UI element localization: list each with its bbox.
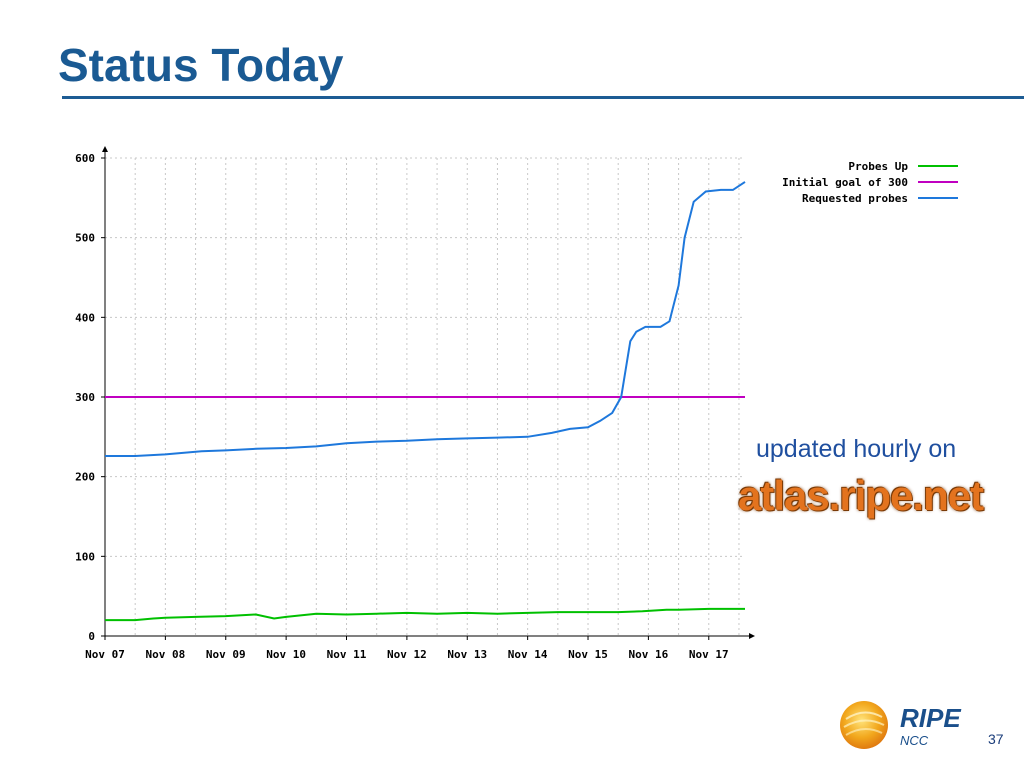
y-tick-label: 0 xyxy=(88,630,95,643)
chart-legend: Probes Up Initial goal of 300 Requested pr… xyxy=(782,160,958,205)
ripe-ncc-logo: RIPE NCC xyxy=(840,701,961,749)
sun-icon xyxy=(840,701,888,749)
x-tick-label: Nov 10 xyxy=(266,648,306,661)
legend-label: Initial goal of 300 xyxy=(782,176,908,189)
x-tick-label: Nov 12 xyxy=(387,648,427,661)
chart-axes: 0 100 200 300 400 500 600 Nov 07 Nov 08 Nov 09 Nov… xyxy=(75,146,755,661)
legend-label: Requested probes xyxy=(802,192,908,205)
x-axis-arrow xyxy=(749,633,755,639)
title-divider xyxy=(62,96,1024,99)
x-tick-label: Nov 17 xyxy=(689,648,729,661)
x-tick-label: Nov 11 xyxy=(327,648,367,661)
x-tick-label: Nov 15 xyxy=(568,648,608,661)
chart-series xyxy=(105,181,746,622)
x-tick-label: Nov 09 xyxy=(206,648,246,661)
y-tick-label: 100 xyxy=(75,550,95,563)
y-tick-label: 200 xyxy=(75,471,95,484)
atlas-link[interactable]: atlas.ripe.net xyxy=(738,472,984,519)
x-tick-label: Nov 13 xyxy=(447,648,487,661)
y-tick-label: 400 xyxy=(75,311,95,324)
logo-text: RIPE xyxy=(900,703,961,733)
page-number: 37 xyxy=(988,731,1004,747)
x-tick-label: Nov 14 xyxy=(508,648,548,661)
slide-title: Status Today xyxy=(58,39,344,91)
x-tick-label: Nov 16 xyxy=(629,648,669,661)
x-tick-label: Nov 08 xyxy=(146,648,186,661)
y-tick-label: 600 xyxy=(75,152,95,165)
updated-hourly-text: updated hourly on xyxy=(756,435,957,463)
logo-subtext: NCC xyxy=(900,733,929,748)
legend-label: Probes Up xyxy=(848,160,908,173)
y-tick-label: 500 xyxy=(75,232,95,245)
x-tick-label: Nov 07 xyxy=(85,648,125,661)
series-line-2 xyxy=(105,181,746,457)
series-line-0 xyxy=(105,607,745,622)
y-axis-arrow xyxy=(102,146,108,152)
y-tick-label: 300 xyxy=(75,391,95,404)
